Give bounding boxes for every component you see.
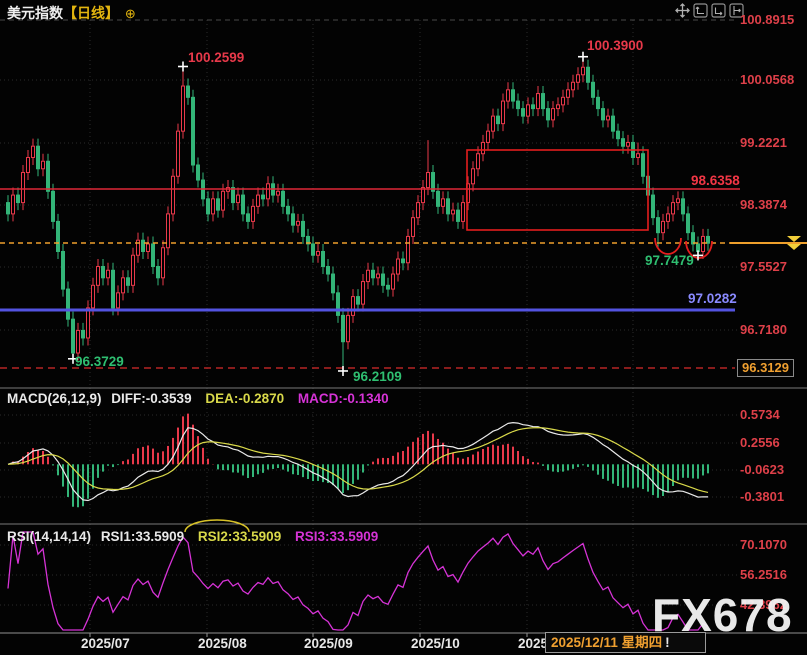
symbol-name: 美元指数 xyxy=(7,5,63,21)
annotations-layer xyxy=(184,149,713,533)
levels-layer xyxy=(0,188,807,369)
rsi-axis-tick: 70.1070 xyxy=(740,537,787,552)
pan-icon[interactable] xyxy=(675,3,690,18)
tooltip-date: 2025/12/11 星期四 xyxy=(551,635,663,650)
support-level-tag: 96.3129 xyxy=(737,359,794,377)
candles-layer xyxy=(6,56,710,371)
macd-axis-tick: -0.3801 xyxy=(740,489,785,504)
grid-layer xyxy=(0,19,737,632)
macd-header: MACD(26,12,9) DIFF:-0.3539 DEA:-0.2870 M… xyxy=(7,391,389,406)
symbol-header: 美元指数【日线】 ⊕ xyxy=(7,3,136,23)
macd-dea-value: DEA:-0.2870 xyxy=(205,391,285,406)
price-axis-tick: 97.5527 xyxy=(740,259,787,274)
rsi2-value: RSI2:33.5909 xyxy=(197,529,282,544)
price-axis-tick: 100.8915 xyxy=(740,12,795,27)
extreme-price-label: 96.2109 xyxy=(353,369,402,384)
extreme-price-label: 98.6358 xyxy=(691,173,740,188)
axis-shift-icon[interactable] xyxy=(729,3,744,18)
rsi-layer xyxy=(7,531,709,631)
macd-title: MACD(26,12,9) xyxy=(7,391,102,406)
price-axis-tick: 99.2221 xyxy=(740,135,787,150)
rsi-title: RSI(14,14,14) xyxy=(7,529,92,544)
time-axis-tick: 2025/09 xyxy=(304,636,353,651)
tooltip-tail: ! xyxy=(665,635,670,650)
axis-scale-icon[interactable] xyxy=(711,3,726,18)
macd-axis-tick: -0.0623 xyxy=(740,462,785,477)
extreme-price-label: 100.3900 xyxy=(587,38,644,53)
rsi1-value: RSI1:33.5909 xyxy=(100,529,185,544)
extreme-price-label: 97.7479 xyxy=(645,253,694,268)
price-axis-tick: 100.0568 xyxy=(740,72,795,87)
period-label: 【日线】 xyxy=(63,5,119,21)
macd-layer xyxy=(7,413,709,508)
time-axis-tick: 2025/08 xyxy=(198,636,247,651)
date-tooltip: 2025/12/11 星期四! xyxy=(545,632,706,653)
price-axis-tick: 96.7180 xyxy=(740,322,787,337)
extreme-price-label: 96.3729 xyxy=(75,354,124,369)
extreme-cross-markers xyxy=(68,51,703,376)
rsi3-value: RSI3:33.5909 xyxy=(294,529,379,544)
rsi-axis-tick: 42.3962 xyxy=(740,597,787,612)
time-axis-tick: 2025/10 xyxy=(411,636,460,651)
extreme-price-label: 100.2599 xyxy=(188,50,245,65)
add-indicator-icon[interactable]: ⊕ xyxy=(124,6,136,21)
macd-axis-tick: 0.2556 xyxy=(740,435,780,450)
macd-diff-value: DIFF:-0.3539 xyxy=(111,391,192,406)
macd-axis-tick: 0.5734 xyxy=(740,407,780,422)
extreme-price-label: 97.0282 xyxy=(688,291,737,306)
watermark-logo: FX678 xyxy=(652,589,793,641)
price-axis-tick: 98.3874 xyxy=(740,197,787,212)
time-axis-tick: 2025/07 xyxy=(81,636,130,651)
axis-zoom-icon[interactable] xyxy=(693,3,708,18)
rsi-header: RSI(14,14,14) RSI1:33.5909 RSI2:33.5909 … xyxy=(7,529,378,544)
rsi-axis-tick: 56.2516 xyxy=(740,567,787,582)
chart-toolbar xyxy=(675,3,744,18)
macd-macd-value: MACD:-0.1340 xyxy=(297,391,389,406)
